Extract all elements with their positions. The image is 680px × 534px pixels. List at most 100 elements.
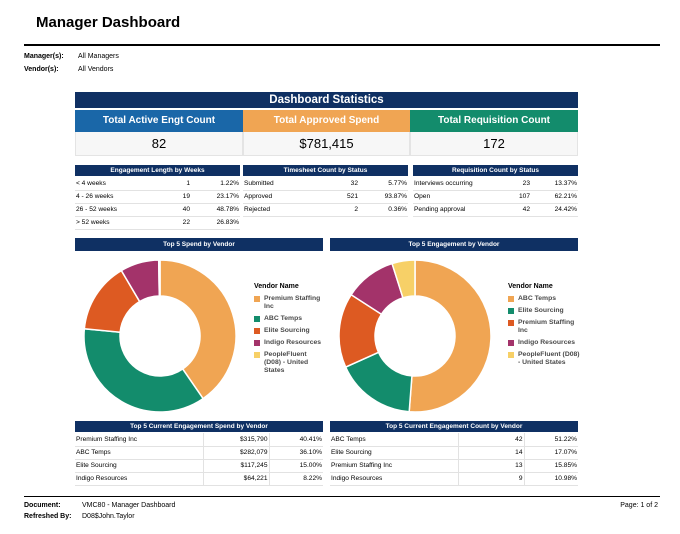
row-percent: 51.22% bbox=[523, 433, 578, 447]
kpi-requisition-label: Total Requisition Count bbox=[410, 110, 578, 132]
legend-item: Indigo Resources bbox=[508, 339, 580, 347]
row-label: Open bbox=[413, 190, 511, 204]
legend-label: PeopleFluent (D08) - United States bbox=[518, 351, 580, 366]
legend-item: PeopleFluent (D08) - United States bbox=[508, 351, 580, 367]
row-value: 9 bbox=[457, 472, 524, 486]
donut-slice bbox=[83, 327, 205, 413]
footer-document: Document: VMC80 - Manager Dashboard bbox=[24, 502, 175, 509]
row-percent: 36.10% bbox=[268, 446, 323, 460]
vendor-label: Vendor(s): bbox=[24, 66, 59, 73]
row-percent: 8.22% bbox=[268, 472, 323, 486]
row-percent: 13.37% bbox=[531, 177, 578, 191]
row-label: 4 - 26 weeks bbox=[75, 190, 167, 204]
row-label: Premium Staffing Inc bbox=[75, 433, 203, 447]
table-row: Premium Staffing Inc 13 15.85% bbox=[330, 459, 578, 473]
legend-label: Indigo Resources bbox=[518, 339, 576, 346]
manager-label: Manager(s): bbox=[24, 53, 64, 60]
legend-label: Premium Staffing Inc bbox=[518, 319, 575, 334]
row-label: Indigo Resources bbox=[330, 472, 458, 486]
row-label: Indigo Resources bbox=[75, 472, 203, 486]
table-row: < 4 weeks 1 1.22% bbox=[75, 177, 240, 191]
row-percent: 15.00% bbox=[268, 459, 323, 473]
row-label: ABC Temps bbox=[75, 446, 203, 460]
row-value: $117,245 bbox=[202, 459, 269, 473]
legend-item: Elite Sourcing bbox=[508, 307, 580, 315]
legend-swatch bbox=[508, 352, 514, 358]
donut-slice bbox=[408, 259, 492, 413]
table-row: Premium Staffing Inc $315,790 40.41% bbox=[75, 433, 323, 447]
kpi-approved-spend-label: Total Approved Spend bbox=[243, 110, 410, 132]
table-row: Approved 521 93.87% bbox=[243, 190, 408, 204]
row-value: $282,079 bbox=[202, 446, 269, 460]
engagement-legend-title: Vendor Name bbox=[508, 283, 553, 290]
donut-slice bbox=[157, 259, 161, 297]
row-label: Approved bbox=[243, 190, 335, 204]
page-number: Page: 1 of 2 bbox=[620, 502, 658, 509]
row-percent: 24.42% bbox=[531, 203, 578, 217]
requisition-count-title: Requisition Count by Status bbox=[413, 165, 578, 176]
legend-item: Premium Staffing Inc bbox=[508, 319, 580, 335]
donut-slice bbox=[391, 259, 416, 299]
row-percent: 1.22% bbox=[191, 177, 240, 191]
manager-value: All Managers bbox=[78, 53, 119, 60]
row-value: 23 bbox=[511, 177, 531, 191]
legend-swatch bbox=[254, 296, 260, 302]
row-value: $64,221 bbox=[202, 472, 269, 486]
legend-label: Elite Sourcing bbox=[264, 327, 310, 334]
kpi-active-engt-label: Total Active Engt Count bbox=[75, 110, 243, 132]
legend-swatch bbox=[254, 352, 260, 358]
current-count-table: ABC Temps 42 51.22% Elite Sourcing 14 17.07% P… bbox=[330, 433, 578, 486]
row-percent: 40.41% bbox=[268, 433, 323, 447]
spend-chart-title: Top 5 Spend by Vendor bbox=[75, 238, 323, 251]
legend-swatch bbox=[508, 320, 514, 326]
legend-label: Premium Staffing Inc bbox=[264, 295, 321, 310]
row-value: 32 bbox=[335, 177, 359, 191]
row-label: Pending approval bbox=[413, 203, 511, 217]
legend-swatch bbox=[254, 316, 260, 322]
row-value: 521 bbox=[335, 190, 359, 204]
table-row: Interviews occurring 23 13.37% bbox=[413, 177, 578, 191]
table-row: Open 107 62.21% bbox=[413, 190, 578, 204]
table-row: ABC Temps 42 51.22% bbox=[330, 433, 578, 447]
page-title: Manager Dashboard bbox=[36, 14, 181, 31]
row-value: 107 bbox=[511, 190, 531, 204]
table-row: Submitted 32 5.77% bbox=[243, 177, 408, 191]
row-percent: 23.17% bbox=[191, 190, 240, 204]
row-label: < 4 weeks bbox=[75, 177, 167, 191]
row-value: 42 bbox=[457, 433, 524, 447]
requisition-count-table: Interviews occurring 23 13.37% Open 107 62.21… bbox=[413, 177, 578, 217]
table-row: 4 - 26 weeks 19 23.17% bbox=[75, 190, 240, 204]
legend-swatch bbox=[254, 328, 260, 334]
row-percent: 62.21% bbox=[531, 190, 578, 204]
spend-legend: Vendor Name Premium Staffing Inc ABC Temp… bbox=[254, 283, 324, 379]
vendor-filter: Vendor(s): All Vendors bbox=[24, 66, 113, 73]
table-row: ABC Temps $282,079 36.10% bbox=[75, 446, 323, 460]
current-count-title: Top 5 Current Engagement Count by Vendor bbox=[330, 421, 578, 432]
footer-refreshed: Refreshed By: D08$John.Taylor bbox=[24, 513, 135, 520]
engagement-legend: Vendor Name ABC Temps Elite Sourcing Premi… bbox=[508, 283, 580, 371]
kpi-active-engt-value: 82 bbox=[75, 132, 243, 156]
table-row: Elite Sourcing 14 17.07% bbox=[330, 446, 578, 460]
row-value: 2 bbox=[335, 203, 359, 217]
legend-item: Elite Sourcing bbox=[254, 327, 324, 335]
table-row: Indigo Resources 9 10.98% bbox=[330, 472, 578, 486]
footer-rule bbox=[24, 496, 660, 497]
document-value: VMC80 - Manager Dashboard bbox=[82, 502, 176, 509]
table-row: Elite Sourcing $117,245 15.00% bbox=[75, 459, 323, 473]
table-row: Rejected 2 0.36% bbox=[243, 203, 408, 217]
row-label: 26 - 52 weeks bbox=[75, 203, 167, 217]
row-percent: 10.98% bbox=[523, 472, 578, 486]
row-label: Rejected bbox=[243, 203, 335, 217]
row-value: 22 bbox=[167, 216, 191, 230]
row-value: 1 bbox=[167, 177, 191, 191]
vendor-value: All Vendors bbox=[78, 66, 114, 73]
row-value: $315,790 bbox=[202, 433, 269, 447]
legend-item: Premium Staffing Inc bbox=[254, 295, 324, 311]
donut-slice bbox=[159, 259, 237, 400]
kpi-requisition-value: 172 bbox=[410, 132, 578, 156]
table-row: 26 - 52 weeks 40 48.78% bbox=[75, 203, 240, 217]
legend-label: ABC Temps bbox=[264, 315, 303, 322]
legend-swatch bbox=[508, 308, 514, 314]
kpi-approved-spend-value: $781,415 bbox=[243, 132, 410, 156]
row-label: ABC Temps bbox=[330, 433, 458, 447]
